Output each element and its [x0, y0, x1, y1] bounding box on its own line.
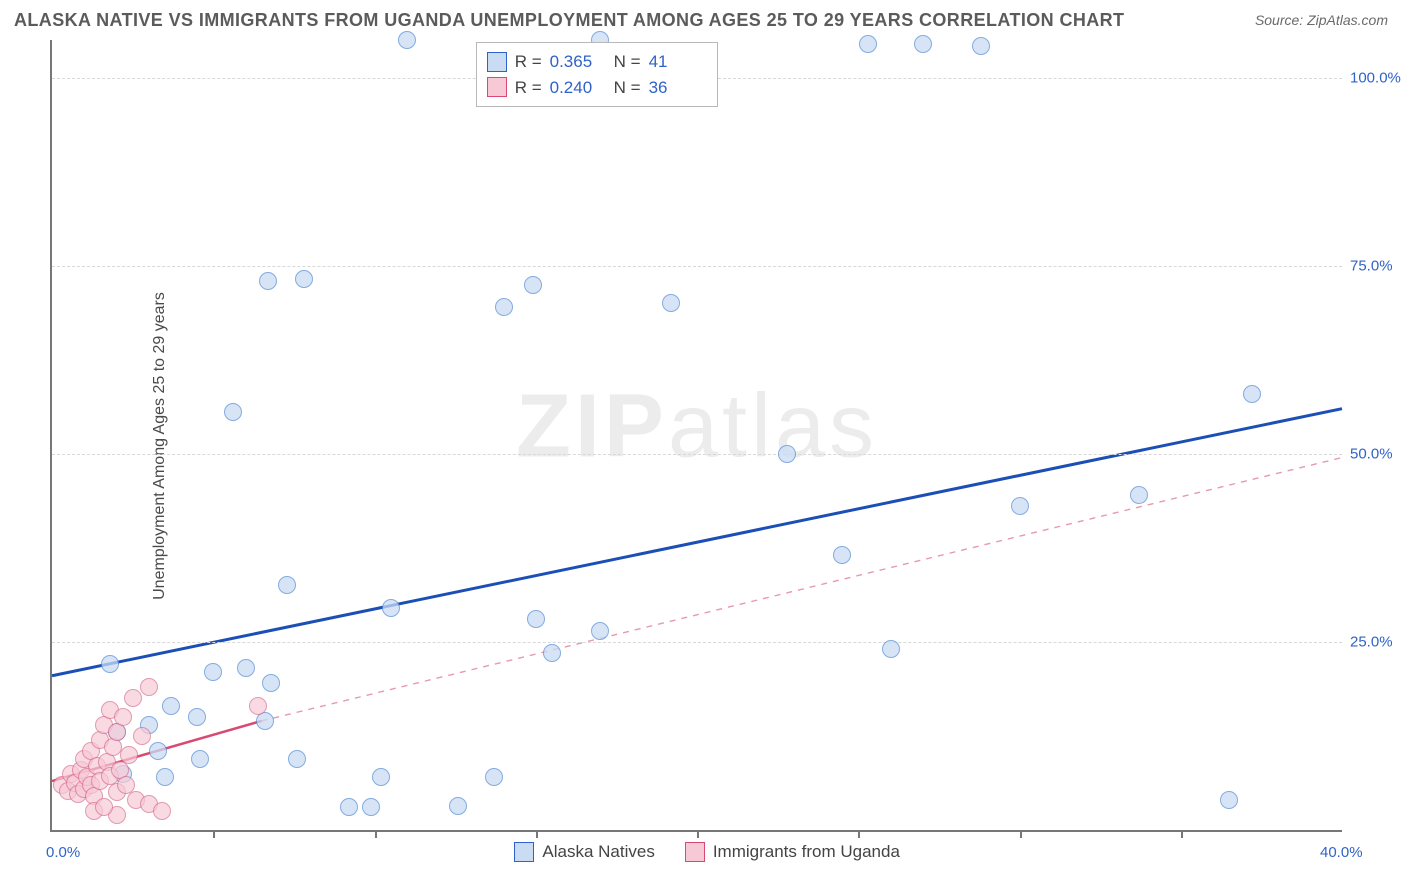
legend-item: Immigrants from Uganda [685, 842, 900, 862]
data-point-alaska [278, 576, 296, 594]
data-point-alaska [485, 768, 503, 786]
stats-r-label: R = [515, 49, 542, 75]
stats-n-label: N = [614, 49, 641, 75]
data-point-alaska [778, 445, 796, 463]
legend-item: Alaska Natives [514, 842, 654, 862]
data-point-alaska [295, 270, 313, 288]
data-point-alaska [543, 644, 561, 662]
data-point-alaska [914, 35, 932, 53]
trend-lines-layer [52, 40, 1342, 830]
legend-label: Immigrants from Uganda [713, 842, 900, 862]
x-axis-min-label: 0.0% [46, 844, 80, 861]
data-point-alaska [191, 750, 209, 768]
data-point-uganda [133, 727, 151, 745]
gridline [52, 454, 1342, 455]
data-point-alaska [204, 663, 222, 681]
x-tick [536, 830, 538, 838]
legend-swatch [685, 842, 705, 862]
data-point-uganda [95, 798, 113, 816]
stats-swatch [487, 52, 507, 72]
data-point-alaska [288, 750, 306, 768]
plot-area: ZIPatlas [50, 40, 1342, 832]
data-point-alaska [524, 276, 542, 294]
data-point-alaska [1243, 385, 1261, 403]
data-point-uganda [140, 678, 158, 696]
chart-title: ALASKA NATIVE VS IMMIGRANTS FROM UGANDA … [14, 10, 1124, 31]
data-point-uganda [249, 697, 267, 715]
data-point-alaska [1011, 497, 1029, 515]
legend-label: Alaska Natives [542, 842, 654, 862]
trend-line [52, 409, 1342, 676]
data-point-alaska [859, 35, 877, 53]
stats-r-value: 0.365 [550, 49, 606, 75]
data-point-alaska [972, 37, 990, 55]
legend-swatch [514, 842, 534, 862]
data-point-uganda [153, 802, 171, 820]
data-point-uganda [114, 708, 132, 726]
stats-row: R = 0.240 N = 36 [487, 75, 705, 101]
data-point-alaska [340, 798, 358, 816]
x-axis-max-label: 40.0% [1320, 844, 1363, 861]
data-point-alaska [162, 697, 180, 715]
data-point-alaska [149, 742, 167, 760]
data-point-alaska [382, 599, 400, 617]
x-tick [375, 830, 377, 838]
data-point-alaska [156, 768, 174, 786]
series-legend: Alaska Natives Immigrants from Uganda [514, 842, 900, 862]
trend-line [262, 458, 1342, 721]
data-point-alaska [362, 798, 380, 816]
x-tick [1020, 830, 1022, 838]
data-point-alaska [237, 659, 255, 677]
data-point-alaska [101, 655, 119, 673]
data-point-alaska [495, 298, 513, 316]
data-point-alaska [224, 403, 242, 421]
x-tick [213, 830, 215, 838]
source-attribution: Source: ZipAtlas.com [1255, 12, 1388, 28]
y-tick-label: 50.0% [1350, 445, 1393, 462]
chart-container: { "title": "ALASKA NATIVE VS IMMIGRANTS … [0, 0, 1406, 892]
gridline [52, 642, 1342, 643]
stats-n-value: 36 [649, 75, 705, 101]
x-tick [858, 830, 860, 838]
data-point-alaska [398, 31, 416, 49]
data-point-alaska [1220, 791, 1238, 809]
y-tick-label: 75.0% [1350, 257, 1393, 274]
y-tick-label: 25.0% [1350, 633, 1393, 650]
data-point-uganda [124, 689, 142, 707]
stats-r-value: 0.240 [550, 75, 606, 101]
stats-n-label: N = [614, 75, 641, 101]
data-point-alaska [882, 640, 900, 658]
stats-r-label: R = [515, 75, 542, 101]
correlation-stats-box: R = 0.365 N = 41 R = 0.240 N = 36 [476, 42, 718, 107]
data-point-alaska [188, 708, 206, 726]
stats-row: R = 0.365 N = 41 [487, 49, 705, 75]
data-point-alaska [372, 768, 390, 786]
data-point-alaska [449, 797, 467, 815]
data-point-alaska [662, 294, 680, 312]
data-point-uganda [120, 746, 138, 764]
data-point-alaska [591, 622, 609, 640]
x-tick [697, 830, 699, 838]
stats-n-value: 41 [649, 49, 705, 75]
data-point-alaska [833, 546, 851, 564]
data-point-alaska [1130, 486, 1148, 504]
stats-swatch [487, 77, 507, 97]
gridline [52, 266, 1342, 267]
data-point-alaska [262, 674, 280, 692]
x-tick [1181, 830, 1183, 838]
y-tick-label: 100.0% [1350, 69, 1401, 86]
data-point-alaska [259, 272, 277, 290]
data-point-alaska [527, 610, 545, 628]
